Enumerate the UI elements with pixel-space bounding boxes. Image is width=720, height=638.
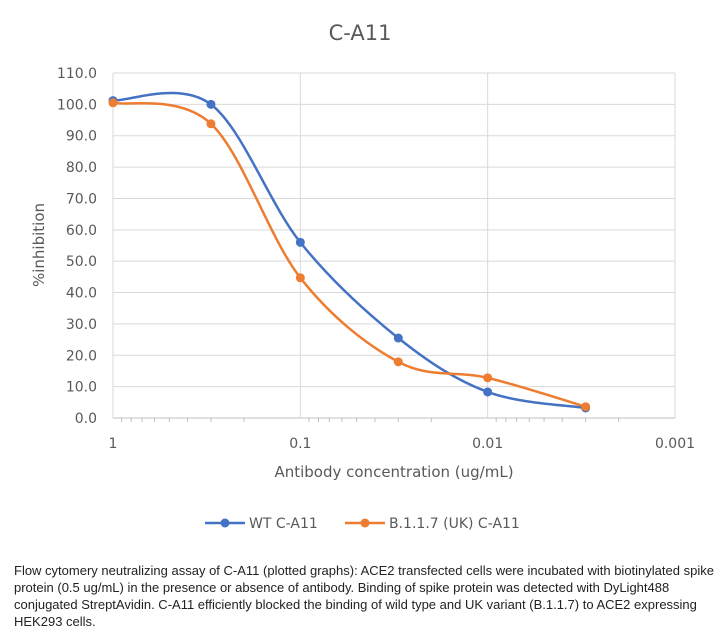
data-point (581, 402, 591, 412)
x-tick-label: 0.1 (289, 436, 311, 452)
x-tick-label: 1 (109, 436, 118, 452)
legend: WT C-A11 B.1.1.7 (UK) C-A11 (205, 516, 520, 532)
data-point (295, 273, 305, 283)
y-tick-label: 70.0 (66, 191, 97, 207)
grid (112, 72, 676, 419)
figure-caption: Flow cytomery neutralizing assay of C-A1… (14, 563, 714, 629)
y-tick-label: 110.0 (57, 66, 97, 82)
data-point (108, 98, 118, 108)
data-point (206, 99, 216, 109)
data-point (295, 237, 305, 247)
series-uk (108, 98, 591, 412)
y-tick-label: 80.0 (66, 160, 97, 176)
y-tick-label: 90.0 (66, 129, 97, 145)
x-tick-label: 0.001 (655, 436, 695, 452)
data-point (393, 333, 403, 343)
y-tick-label: 40.0 (66, 286, 97, 302)
x-axis-title: Antibody concentration (ug/mL) (274, 463, 513, 481)
x-tick-label: 0.01 (472, 436, 503, 452)
y-tick-label: 100.0 (57, 97, 97, 113)
y-tick-label: 20.0 (66, 348, 97, 364)
data-point (393, 357, 403, 367)
y-tick-label: 30.0 (66, 317, 97, 333)
series-line (112, 91, 586, 410)
legend-label: B.1.1.7 (UK) C-A11 (389, 516, 520, 532)
y-tick-label: 60.0 (66, 223, 97, 239)
y-tick-label: 50.0 (66, 254, 97, 270)
y-tick-label: 0.0 (75, 411, 97, 427)
series-wt (108, 91, 591, 413)
chart: C-A11 0.010.020.030.040.050.060.070.080.… (30, 21, 695, 532)
series-layer (108, 91, 591, 413)
series-line (112, 101, 586, 408)
data-point (483, 373, 493, 383)
axes: 0.010.020.030.040.050.060.070.080.090.01… (57, 66, 695, 452)
y-tick-label: 10.0 (66, 380, 97, 396)
legend-item: WT C-A11 (205, 516, 318, 532)
legend-item: B.1.1.7 (UK) C-A11 (345, 516, 520, 532)
chart-title: C-A11 (329, 21, 392, 45)
legend-swatch-marker (220, 518, 230, 528)
data-point (483, 387, 493, 397)
legend-label: WT C-A11 (249, 516, 318, 532)
legend-swatch-marker (360, 518, 370, 528)
y-axis-title: %inhibition (30, 203, 48, 287)
data-point (206, 119, 216, 129)
